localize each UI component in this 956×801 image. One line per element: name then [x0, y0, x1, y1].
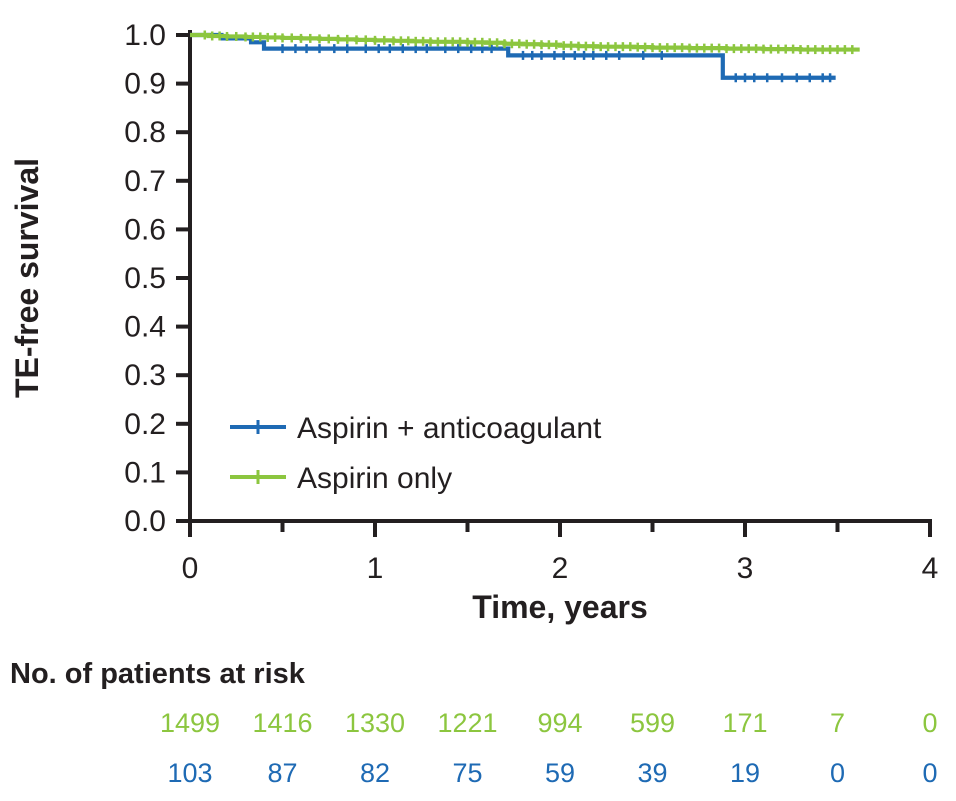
- risk-count: 87: [267, 758, 297, 788]
- risk-row-aspirin-only: 1499 1416 1330 1221 994 599 171 7 0: [160, 708, 938, 738]
- y-tick-label: 0.5: [124, 262, 166, 295]
- legend-entry-aspirin-only: Aspirin only: [230, 462, 452, 495]
- x-tick-label: 2: [552, 552, 569, 585]
- risk-row-aspirin-anticoagulant: 103 87 82 75 59 39 19 0 0: [167, 758, 937, 788]
- x-tick-label: 0: [182, 552, 199, 585]
- risk-count: 1330: [345, 708, 405, 738]
- risk-count: 171: [722, 708, 767, 738]
- legend: Aspirin + anticoagulant Aspirin only: [230, 412, 602, 495]
- y-tick-label: 0.0: [124, 505, 166, 538]
- legend-entry-aspirin-anticoagulant: Aspirin + anticoagulant: [230, 412, 602, 445]
- y-axis-title: TE-free survival: [9, 158, 45, 398]
- y-tick-label: 0.1: [124, 456, 166, 489]
- risk-count: 1221: [437, 708, 497, 738]
- y-tick-label: 0.9: [124, 68, 166, 101]
- y-tick-label: 0.2: [124, 408, 166, 441]
- risk-count: 7: [830, 708, 845, 738]
- risk-count: 0: [830, 758, 845, 788]
- legend-label-aspirin-only: Aspirin only: [297, 462, 452, 495]
- y-tick-label: 0.3: [124, 359, 166, 392]
- x-axis-ticks: 0 1 2 3 4: [182, 521, 939, 585]
- risk-table-rows: 1499 1416 1330 1221 994 599 171 7 0 103 87 82 75 59 39…: [160, 708, 938, 788]
- risk-count: 103: [167, 758, 212, 788]
- risk-count: 59: [545, 758, 575, 788]
- risk-count: 19: [730, 758, 760, 788]
- km-curves: [190, 30, 860, 83]
- risk-count: 0: [922, 708, 937, 738]
- risk-count: 82: [360, 758, 390, 788]
- risk-count: 599: [630, 708, 675, 738]
- legend-label-aspirin-anticoagulant: Aspirin + anticoagulant: [297, 412, 602, 445]
- x-tick-label: 1: [367, 552, 384, 585]
- y-axis-ticks: 1.0 0.9 0.8 0.7 0.6 0.5 0.4 0.3 0.2 0.1 0.0: [124, 19, 190, 538]
- y-tick-label: 1.0: [124, 19, 166, 52]
- risk-count: 75: [452, 758, 482, 788]
- x-axis-title: Time, years: [472, 589, 648, 625]
- y-tick-label: 0.8: [124, 116, 166, 149]
- y-tick-label: 0.7: [124, 165, 166, 198]
- risk-count: 0: [922, 758, 937, 788]
- risk-count: 39: [637, 758, 667, 788]
- risk-count: 994: [537, 708, 582, 738]
- risk-count: 1499: [160, 708, 220, 738]
- y-tick-label: 0.6: [124, 213, 166, 246]
- y-tick-label: 0.4: [124, 311, 166, 344]
- risk-count: 1416: [252, 708, 312, 738]
- x-tick-label: 4: [922, 552, 939, 585]
- x-tick-label: 3: [737, 552, 754, 585]
- risk-table-heading: No. of patients at risk: [10, 658, 306, 690]
